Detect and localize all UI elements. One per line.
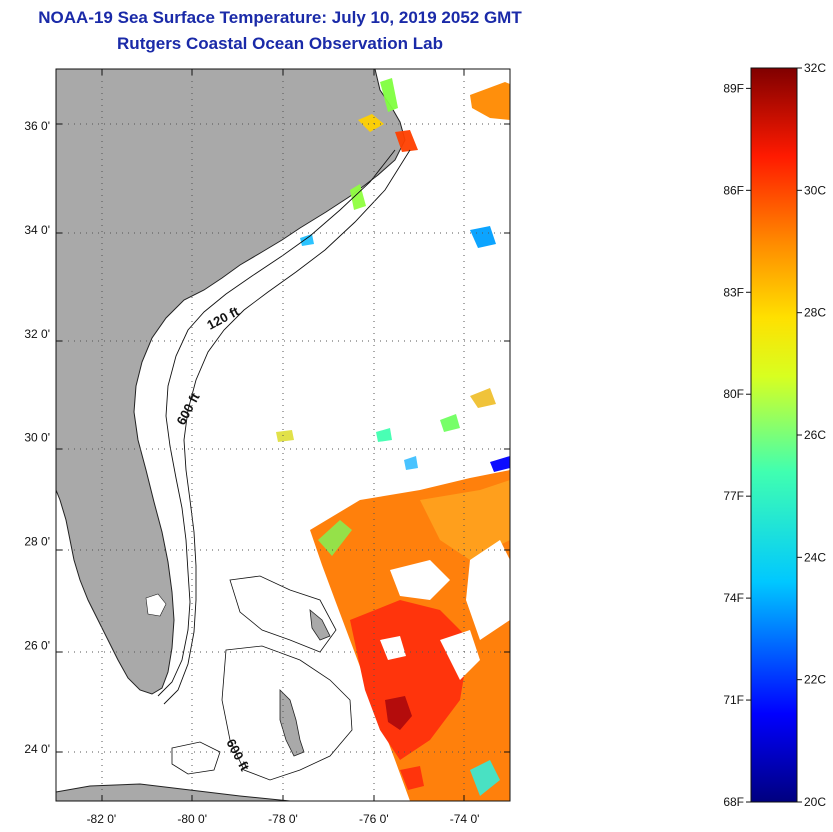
latitude-tick-label: 26 0' [24,638,50,652]
fahrenheit-labels: 89F 86F 83F 80F 77F 74F 71F 68F [723,81,751,809]
latitude-tick-label: 34 0' [24,223,50,237]
contour-bahamas [221,645,353,781]
fahrenheit-tick-label: 68F [723,795,744,809]
latitude-tick-label: 32 0' [24,327,50,341]
fahrenheit-tick-label: 86F [723,183,744,197]
land-mass [56,69,406,695]
latitude-tick-label: 28 0' [24,534,50,548]
contour-600ft [163,149,411,705]
celsius-tick-label: 32C [804,61,826,75]
bahamas-island [309,609,331,641]
contour-120ft [157,149,396,697]
celsius-tick-label: 24C [804,550,826,564]
colorbar-gradient [750,67,798,803]
frame-ticks [56,69,510,801]
latitude-labels: 36 0' 34 0' 32 0' 30 0' 28 0' 26 0' 24 0' [24,119,50,756]
map-subtitle: Rutgers Coastal Ocean Observation Lab [117,34,443,53]
sst-swath [276,78,510,801]
grid-lines [56,69,510,801]
longitude-tick-label: -82 0' [87,812,117,826]
fahrenheit-tick-label: 74F [723,591,744,605]
fahrenheit-tick-label: 80F [723,387,744,401]
fahrenheit-tick-label: 89F [723,81,744,95]
map-title: NOAA-19 Sea Surface Temperature: July 10… [38,8,522,27]
bahamas-island [279,689,305,757]
latitude-tick-label: 30 0' [24,431,50,445]
lake-okeechobee [145,593,167,617]
fahrenheit-tick-label: 77F [723,489,744,503]
longitude-tick-label: -80 0' [177,812,207,826]
contour-bahamas [171,741,221,775]
cuba-land [56,783,291,801]
longitude-tick-label: -76 0' [359,812,389,826]
temperature-colorbar: 32C 30C 28C 26C 24C 22C 20C 89F 86F 83F 80F 77F 74F… [723,61,826,809]
contour-bahamas [229,575,337,653]
fahrenheit-tick-label: 71F [723,693,744,707]
latitude-tick-label: 36 0' [24,119,50,133]
celsius-tick-label: 26C [804,428,826,442]
celsius-tick-label: 20C [804,795,826,809]
longitude-tick-label: -78 0' [268,812,298,826]
celsius-tick-label: 22C [804,673,826,687]
celsius-labels: 32C 30C 28C 26C 24C 22C 20C [797,61,826,809]
celsius-tick-label: 28C [804,306,826,320]
longitude-labels: -82 0' -80 0' -78 0' -76 0' -74 0' [87,812,480,826]
celsius-tick-label: 30C [804,183,826,197]
latitude-tick-label: 24 0' [24,742,50,756]
longitude-tick-label: -74 0' [450,812,480,826]
fahrenheit-tick-label: 83F [723,285,744,299]
